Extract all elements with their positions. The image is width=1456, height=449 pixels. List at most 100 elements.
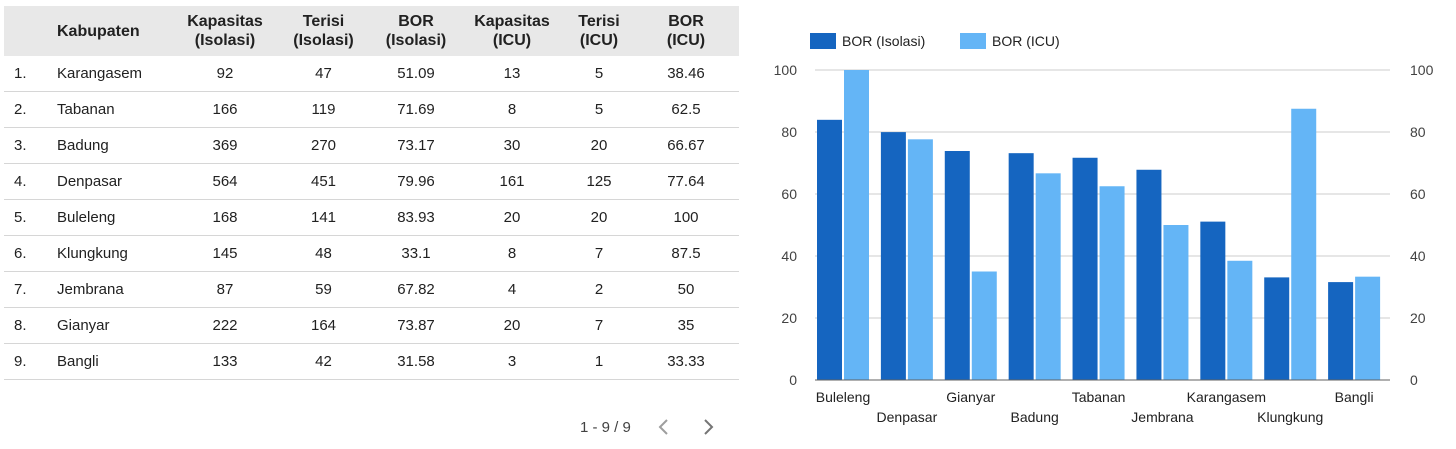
header-kapasitas-icu[interactable]: Kapasitas (ICU): [459, 6, 565, 56]
cell-no: 1.: [4, 56, 51, 92]
bar-icu: [1035, 173, 1061, 380]
cell-kapasitas-icu: 20: [459, 307, 565, 344]
cell-kabupaten: Buleleng: [51, 199, 176, 236]
legend-label: BOR (Isolasi): [842, 33, 925, 49]
cell-kapasitas-isolasi: 92: [176, 56, 274, 92]
cell-kabupaten: Bangli: [51, 343, 176, 380]
cell-bor-icu: 100: [633, 199, 739, 236]
table-row: 9. Bangli 133 42 31.58 3 1 33.33: [4, 343, 739, 380]
legend-swatch: [960, 33, 986, 49]
bar-icu: [1163, 225, 1189, 380]
bar-isolasi: [880, 132, 906, 380]
x-tick-label: Klungkung: [1257, 409, 1323, 425]
cell-bor-isolasi: 71.69: [373, 91, 459, 128]
cell-kapasitas-isolasi: 145: [176, 235, 274, 272]
cell-terisi-isolasi: 164: [274, 307, 373, 344]
cell-no: 5.: [4, 199, 51, 236]
x-tick-label: Tabanan: [1072, 389, 1126, 405]
cell-no: 8.: [4, 307, 51, 344]
cell-terisi-icu: 7: [565, 235, 633, 272]
cell-kapasitas-icu: 13: [459, 56, 565, 92]
header-bor-isolasi[interactable]: BOR (Isolasi): [373, 6, 459, 56]
table-row: 6. Klungkung 145 48 33.1 8 7 87.5: [4, 235, 739, 272]
cell-kabupaten: Jembrana: [51, 271, 176, 308]
cell-terisi-isolasi: 42: [274, 343, 373, 380]
bar-isolasi: [1072, 157, 1098, 380]
table-row: 8. Gianyar 222 164 73.87 20 7 35: [4, 307, 739, 344]
data-table-container: Kabupaten Kapasitas (Isolasi) Terisi (Isol…: [4, 6, 739, 380]
cell-terisi-icu: 5: [565, 91, 633, 128]
bar-icu: [971, 271, 997, 380]
cell-terisi-isolasi: 47: [274, 56, 373, 92]
cell-kabupaten: Karangasem: [51, 56, 176, 92]
cell-kapasitas-icu: 3: [459, 343, 565, 380]
x-tick-label: Jembrana: [1131, 409, 1193, 425]
table-row: 2. Tabanan 166 119 71.69 8 5 62.5: [4, 91, 739, 128]
cell-terisi-icu: 20: [565, 127, 633, 164]
y-tick-label-right: 60: [1410, 186, 1426, 202]
prev-page-button[interactable]: [653, 416, 675, 438]
bar-isolasi: [944, 151, 970, 380]
cell-no: 3.: [4, 127, 51, 164]
y-tick-label-right: 80: [1410, 124, 1426, 140]
y-tick-label-right: 20: [1410, 310, 1426, 326]
cell-terisi-icu: 125: [565, 163, 633, 200]
header-kabupaten[interactable]: Kabupaten: [51, 6, 176, 56]
bar-isolasi: [1200, 221, 1226, 380]
chevron-right-icon: [704, 419, 714, 435]
cell-no: 9.: [4, 343, 51, 380]
bor-bar-chart: 0 0 20 20 40 40 60 60 80 80 100 100 Buleleng Denpasar…: [774, 33, 1434, 425]
y-tick-label-left: 0: [789, 372, 797, 388]
y-tick-label-right: 100: [1410, 62, 1434, 78]
y-tick-label-left: 40: [781, 248, 797, 264]
cell-bor-icu: 33.33: [633, 343, 739, 380]
x-tick-label: Bangli: [1335, 389, 1374, 405]
bar-icu: [1227, 260, 1253, 380]
bar-isolasi: [817, 119, 842, 380]
cell-bor-icu: 38.46: [633, 56, 739, 92]
cell-bor-isolasi: 33.1: [373, 235, 459, 272]
header-bor-icu[interactable]: BOR (ICU): [633, 6, 739, 56]
cell-no: 7.: [4, 271, 51, 308]
y-tick-label-left: 80: [781, 124, 797, 140]
cell-bor-icu: 66.67: [633, 127, 739, 164]
cell-terisi-icu: 5: [565, 56, 633, 92]
bor-table: Kabupaten Kapasitas (Isolasi) Terisi (Isol…: [4, 6, 739, 380]
next-page-button[interactable]: [697, 416, 719, 438]
cell-bor-icu: 87.5: [633, 235, 739, 272]
header-terisi-icu[interactable]: Terisi (ICU): [565, 6, 633, 56]
bar-isolasi: [1328, 282, 1354, 380]
bar-isolasi: [1264, 277, 1290, 380]
cell-terisi-icu: 1: [565, 343, 633, 380]
cell-kapasitas-isolasi: 369: [176, 127, 274, 164]
cell-bor-isolasi: 83.93: [373, 199, 459, 236]
header-terisi-isolasi[interactable]: Terisi (Isolasi): [274, 6, 373, 56]
table-row: 1. Karangasem 92 47 51.09 13 5 38.46: [4, 56, 739, 92]
cell-terisi-isolasi: 119: [274, 91, 373, 128]
x-tick-label: Buleleng: [816, 389, 871, 405]
y-tick-label-right: 0: [1410, 372, 1418, 388]
cell-terisi-icu: 20: [565, 199, 633, 236]
header-no[interactable]: [4, 6, 51, 56]
cell-kapasitas-icu: 8: [459, 235, 565, 272]
legend-swatch: [810, 33, 836, 49]
table-row: 3. Badung 369 270 73.17 30 20 66.67: [4, 127, 739, 164]
cell-kabupaten: Badung: [51, 127, 176, 164]
table-row: 7. Jembrana 87 59 67.82 4 2 50: [4, 271, 739, 308]
cell-bor-icu: 50: [633, 271, 739, 308]
bar-icu: [1099, 186, 1125, 380]
cell-bor-icu: 62.5: [633, 91, 739, 128]
cell-kapasitas-icu: 30: [459, 127, 565, 164]
bar-icu: [844, 70, 869, 380]
bar-icu: [1291, 108, 1317, 380]
cell-no: 2.: [4, 91, 51, 128]
bar-isolasi: [1136, 169, 1162, 380]
cell-terisi-isolasi: 270: [274, 127, 373, 164]
cell-bor-isolasi: 73.17: [373, 127, 459, 164]
cell-kapasitas-isolasi: 564: [176, 163, 274, 200]
x-tick-label: Gianyar: [946, 389, 995, 405]
header-kapasitas-isolasi[interactable]: Kapasitas (Isolasi): [176, 6, 274, 56]
pagination-label: 1 - 9 / 9: [580, 418, 631, 436]
y-tick-label-left: 100: [774, 62, 798, 78]
cell-no: 6.: [4, 235, 51, 272]
